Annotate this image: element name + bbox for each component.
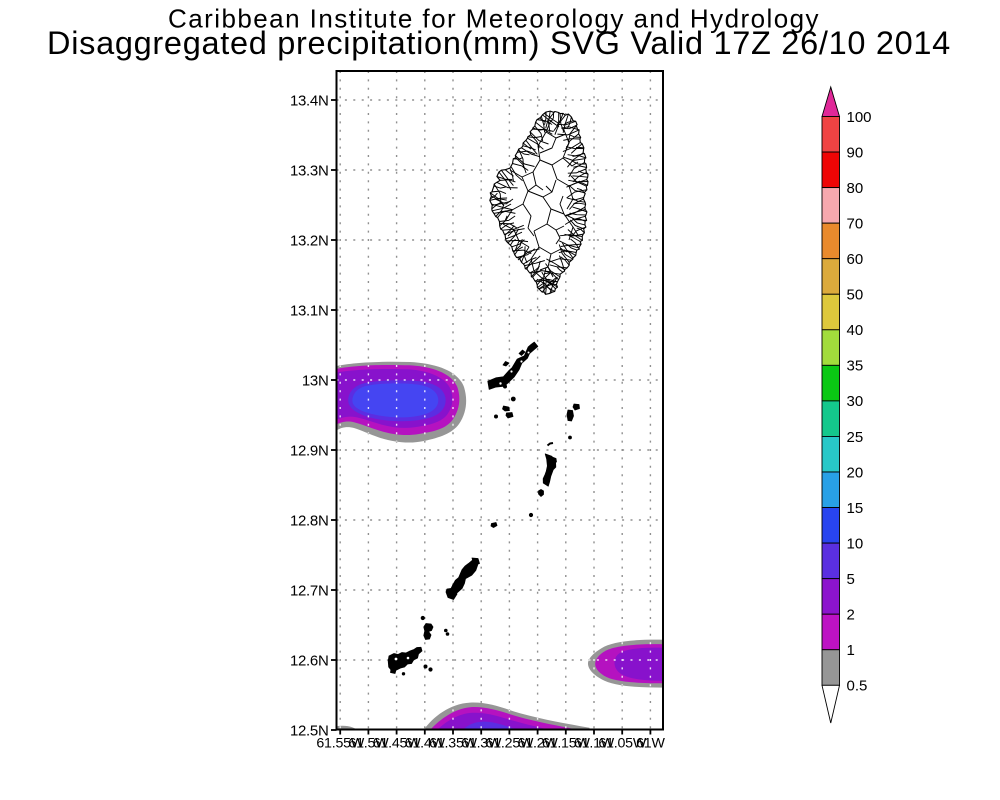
svg-text:13N: 13N: [302, 372, 329, 389]
svg-text:5: 5: [847, 571, 855, 588]
svg-text:13.2N: 13.2N: [290, 232, 329, 249]
svg-text:Caribbean Institute for Meteor: Caribbean Institute for Meteorology and …: [168, 4, 820, 34]
svg-text:10: 10: [847, 535, 864, 552]
svg-text:20: 20: [847, 464, 864, 481]
svg-text:61.55W: 61.55W: [316, 736, 365, 752]
svg-text:30: 30: [847, 393, 864, 410]
svg-text:13.1N: 13.1N: [290, 302, 329, 319]
svg-text:60: 60: [847, 251, 864, 268]
svg-text:61.3W: 61.3W: [461, 736, 502, 752]
svg-text:Disaggregated precipitation(mm: Disaggregated precipitation(mm) SVG Vali…: [47, 25, 951, 61]
svg-text:50: 50: [847, 287, 864, 304]
svg-text:12.8N: 12.8N: [290, 512, 329, 529]
svg-text:12.5N: 12.5N: [290, 722, 329, 739]
svg-text:90: 90: [847, 144, 864, 161]
svg-text:61.2W: 61.2W: [518, 736, 559, 752]
svg-text:61.45W: 61.45W: [373, 736, 422, 752]
svg-text:61.35W: 61.35W: [429, 736, 478, 752]
svg-text:61.15W: 61.15W: [542, 736, 591, 752]
svg-text:61.05W: 61.05W: [598, 736, 647, 752]
svg-text:13.3N: 13.3N: [290, 162, 329, 179]
svg-text:61W: 61W: [636, 736, 665, 752]
svg-text:61.5W: 61.5W: [348, 736, 389, 752]
svg-text:70: 70: [847, 215, 864, 232]
svg-text:100: 100: [847, 109, 872, 126]
svg-text:61.1W: 61.1W: [574, 736, 615, 752]
svg-text:12.9N: 12.9N: [290, 442, 329, 459]
svg-text:12.6N: 12.6N: [290, 652, 329, 669]
svg-text:15: 15: [847, 500, 864, 517]
svg-text:35: 35: [847, 358, 864, 375]
svg-text:1: 1: [847, 642, 855, 659]
svg-text:61.4W: 61.4W: [405, 736, 446, 752]
svg-text:80: 80: [847, 180, 864, 197]
svg-text:13.4N: 13.4N: [290, 92, 329, 109]
svg-text:40: 40: [847, 322, 864, 339]
svg-text:25: 25: [847, 429, 864, 446]
svg-text:12.7N: 12.7N: [290, 582, 329, 599]
svg-text:2: 2: [847, 607, 855, 624]
svg-text:61.25W: 61.25W: [486, 736, 535, 752]
svg-text:0.5: 0.5: [847, 678, 868, 695]
